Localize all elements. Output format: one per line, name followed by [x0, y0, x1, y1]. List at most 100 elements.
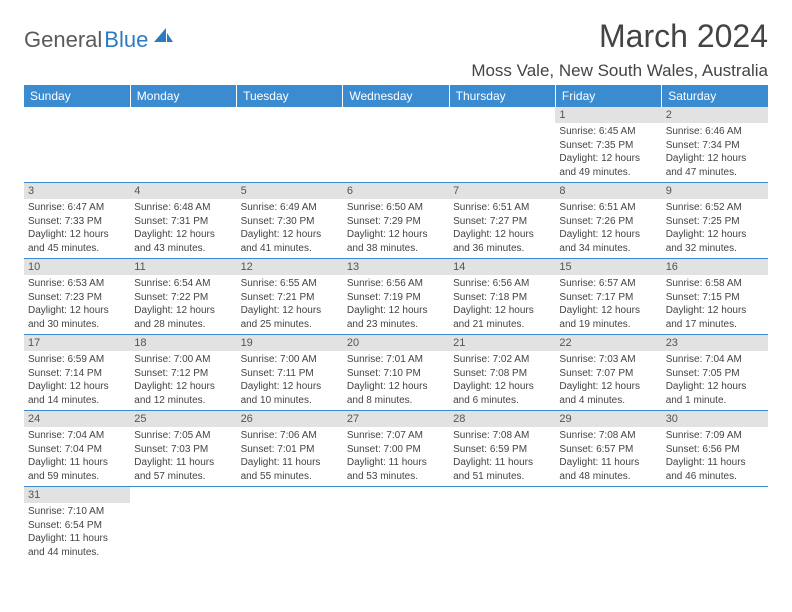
daylight-line: Daylight: 12 hours and 6 minutes.	[453, 380, 551, 407]
day-info: Sunrise: 7:07 AMSunset: 7:00 PMDaylight:…	[343, 427, 449, 486]
daylight-line: Daylight: 12 hours and 21 minutes.	[453, 304, 551, 331]
daylight-line: Daylight: 12 hours and 4 minutes.	[559, 380, 657, 407]
daylight-line: Daylight: 12 hours and 25 minutes.	[241, 304, 339, 331]
calendar-row: 24Sunrise: 7:04 AMSunset: 7:04 PMDayligh…	[24, 411, 768, 487]
day-number: 3	[24, 183, 130, 199]
day-info: Sunrise: 7:02 AMSunset: 7:08 PMDaylight:…	[449, 351, 555, 410]
sunrise-line: Sunrise: 6:59 AM	[28, 353, 126, 367]
calendar-table: SundayMondayTuesdayWednesdayThursdayFrid…	[24, 85, 768, 562]
logo-text-general: General	[24, 27, 102, 53]
calendar-cell: 23Sunrise: 7:04 AMSunset: 7:05 PMDayligh…	[662, 335, 768, 411]
day-header: Saturday	[662, 85, 768, 107]
daylight-line: Daylight: 11 hours and 57 minutes.	[134, 456, 232, 483]
day-number: 21	[449, 335, 555, 351]
logo-text-blue: Blue	[104, 27, 148, 53]
calendar-cell: 9Sunrise: 6:52 AMSunset: 7:25 PMDaylight…	[662, 183, 768, 259]
calendar-cell: 28Sunrise: 7:08 AMSunset: 6:59 PMDayligh…	[449, 411, 555, 487]
daylight-line: Daylight: 12 hours and 28 minutes.	[134, 304, 232, 331]
day-number: 25	[130, 411, 236, 427]
day-number: 15	[555, 259, 661, 275]
calendar-cell: 30Sunrise: 7:09 AMSunset: 6:56 PMDayligh…	[662, 411, 768, 487]
calendar-cell: 13Sunrise: 6:56 AMSunset: 7:19 PMDayligh…	[343, 259, 449, 335]
day-info: Sunrise: 7:06 AMSunset: 7:01 PMDaylight:…	[237, 427, 343, 486]
sunrise-line: Sunrise: 6:47 AM	[28, 201, 126, 215]
day-number: 30	[662, 411, 768, 427]
day-info: Sunrise: 6:53 AMSunset: 7:23 PMDaylight:…	[24, 275, 130, 334]
sunrise-line: Sunrise: 7:00 AM	[241, 353, 339, 367]
daylight-line: Daylight: 12 hours and 8 minutes.	[347, 380, 445, 407]
daylight-line: Daylight: 12 hours and 41 minutes.	[241, 228, 339, 255]
calendar-cell: 19Sunrise: 7:00 AMSunset: 7:11 PMDayligh…	[237, 335, 343, 411]
sunset-line: Sunset: 7:23 PM	[28, 291, 126, 305]
calendar-cell: 17Sunrise: 6:59 AMSunset: 7:14 PMDayligh…	[24, 335, 130, 411]
calendar-cell: 3Sunrise: 6:47 AMSunset: 7:33 PMDaylight…	[24, 183, 130, 259]
sunrise-line: Sunrise: 6:57 AM	[559, 277, 657, 291]
calendar-row: 3 Sunrise: 6:47 AMSunset: 7:33 PM Daylight…	[24, 183, 768, 259]
day-number: 20	[343, 335, 449, 351]
daylight-line: Daylight: 12 hours and 38 minutes.	[347, 228, 445, 255]
day-info: Sunrise: 7:04 AMSunset: 7:04 PMDaylight:…	[24, 427, 130, 486]
calendar-cell: 27Sunrise: 7:07 AMSunset: 7:00 PMDayligh…	[343, 411, 449, 487]
sunset-line: Sunset: 7:35 PM	[559, 139, 657, 153]
calendar-cell: 26Sunrise: 7:06 AMSunset: 7:01 PMDayligh…	[237, 411, 343, 487]
day-info: Sunrise: 6:54 AMSunset: 7:22 PMDaylight:…	[130, 275, 236, 334]
daylight-line: Daylight: 12 hours and 14 minutes.	[28, 380, 126, 407]
day-info: Sunrise: 7:10 AMSunset: 6:54 PMDaylight:…	[24, 503, 130, 562]
daylight-line: Daylight: 11 hours and 46 minutes.	[666, 456, 764, 483]
sunrise-line: Sunrise: 6:56 AM	[453, 277, 551, 291]
sunrise-line: Sunrise: 7:01 AM	[347, 353, 445, 367]
calendar-cell: 31Sunrise: 7:10 AMSunset: 6:54 PMDayligh…	[24, 487, 130, 563]
sunrise-line: Sunrise: 7:03 AM	[559, 353, 657, 367]
daylight-line: Daylight: 11 hours and 59 minutes.	[28, 456, 126, 483]
day-number: 8	[555, 183, 661, 199]
calendar-cell: 1Sunrise: 6:45 AMSunset: 7:35 PMDaylight…	[555, 107, 661, 183]
day-info: Sunrise: 6:48 AMSunset: 7:31 PMDaylight:…	[130, 199, 236, 258]
sunset-line: Sunset: 7:34 PM	[666, 139, 764, 153]
sunrise-line: Sunrise: 7:08 AM	[559, 429, 657, 443]
calendar-cell-empty	[449, 107, 555, 183]
day-number: 26	[237, 411, 343, 427]
sunset-line: Sunset: 7:26 PM	[559, 215, 657, 229]
day-number: 16	[662, 259, 768, 275]
day-info: Sunrise: 6:50 AMSunset: 7:29 PMDaylight:…	[343, 199, 449, 258]
day-header: Friday	[555, 85, 661, 107]
calendar-cell-empty	[24, 107, 130, 183]
sunset-line: Sunset: 7:30 PM	[241, 215, 339, 229]
daylight-line: Daylight: 12 hours and 19 minutes.	[559, 304, 657, 331]
calendar-cell: 6Sunrise: 6:50 AMSunset: 7:29 PMDaylight…	[343, 183, 449, 259]
sunset-line: Sunset: 7:33 PM	[28, 215, 126, 229]
daylight-line: Daylight: 12 hours and 47 minutes.	[666, 152, 764, 179]
calendar-cell: 20Sunrise: 7:01 AMSunset: 7:10 PMDayligh…	[343, 335, 449, 411]
day-info: Sunrise: 7:04 AMSunset: 7:05 PMDaylight:…	[662, 351, 768, 410]
day-number: 12	[237, 259, 343, 275]
sunrise-line: Sunrise: 7:00 AM	[134, 353, 232, 367]
sunrise-line: Sunrise: 7:04 AM	[28, 429, 126, 443]
day-info: Sunrise: 7:01 AMSunset: 7:10 PMDaylight:…	[343, 351, 449, 410]
sunset-line: Sunset: 7:05 PM	[666, 367, 764, 381]
calendar-cell: 24Sunrise: 7:04 AMSunset: 7:04 PMDayligh…	[24, 411, 130, 487]
day-info: Sunrise: 6:52 AMSunset: 7:25 PMDaylight:…	[662, 199, 768, 258]
calendar-row: 1Sunrise: 6:45 AMSunset: 7:35 PMDaylight…	[24, 107, 768, 183]
calendar-body: 1Sunrise: 6:45 AMSunset: 7:35 PMDaylight…	[24, 107, 768, 562]
day-number: 4	[130, 183, 236, 199]
day-header: Sunday	[24, 85, 130, 107]
daylight-line: Daylight: 11 hours and 53 minutes.	[347, 456, 445, 483]
logo: General Blue	[24, 26, 174, 53]
sunrise-line: Sunrise: 6:51 AM	[559, 201, 657, 215]
calendar-cell: 4Sunrise: 6:48 AMSunset: 7:31 PMDaylight…	[130, 183, 236, 259]
sunrise-line: Sunrise: 6:58 AM	[666, 277, 764, 291]
daylight-line: Daylight: 12 hours and 34 minutes.	[559, 228, 657, 255]
sunset-line: Sunset: 7:11 PM	[241, 367, 339, 381]
sunset-line: Sunset: 7:19 PM	[347, 291, 445, 305]
sunrise-line: Sunrise: 6:46 AM	[666, 125, 764, 139]
title-block: March 2024 Moss Vale, New South Wales, A…	[471, 18, 768, 81]
sunset-line: Sunset: 7:18 PM	[453, 291, 551, 305]
day-number: 9	[662, 183, 768, 199]
calendar-cell: 16Sunrise: 6:58 AMSunset: 7:15 PMDayligh…	[662, 259, 768, 335]
sunset-line: Sunset: 7:04 PM	[28, 443, 126, 457]
sunrise-line: Sunrise: 6:45 AM	[559, 125, 657, 139]
day-info: Sunrise: 7:00 AMSunset: 7:12 PMDaylight:…	[130, 351, 236, 410]
day-number: 23	[662, 335, 768, 351]
calendar-cell: 25Sunrise: 7:05 AMSunset: 7:03 PMDayligh…	[130, 411, 236, 487]
daylight-line: Daylight: 12 hours and 17 minutes.	[666, 304, 764, 331]
